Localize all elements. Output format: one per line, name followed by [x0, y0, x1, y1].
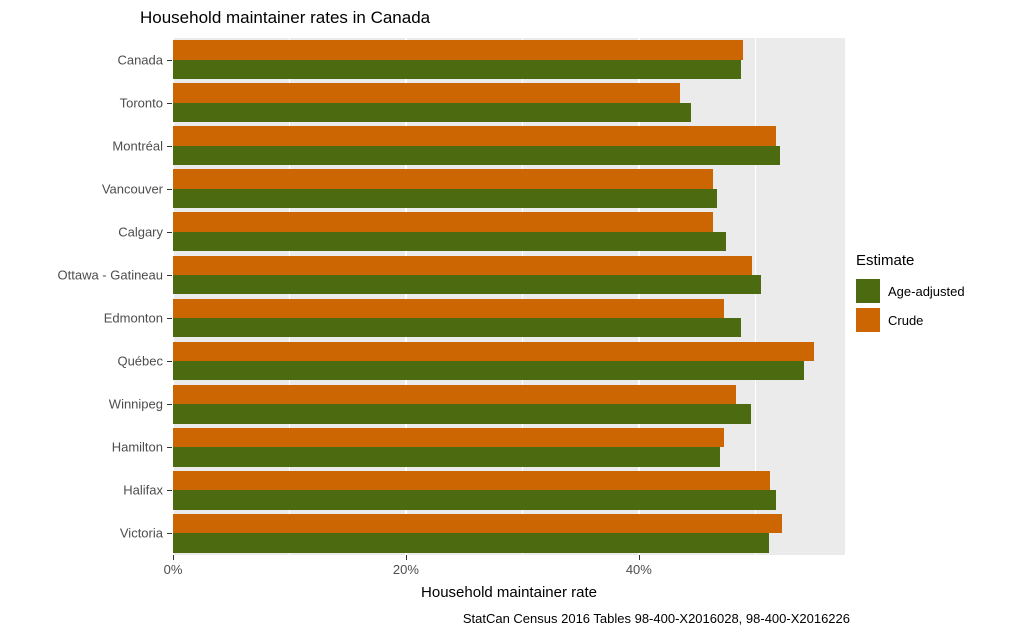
plot-panel: [172, 38, 845, 555]
y-tick-mark: [167, 490, 172, 492]
legend-entry: Crude: [856, 308, 965, 332]
x-tick-mark: [405, 555, 407, 560]
y-axis-label: Canada: [117, 52, 163, 68]
y-tick-mark: [167, 361, 172, 363]
bar-crude: [173, 470, 771, 491]
y-axis-label: Montréal: [112, 138, 163, 154]
bar-age-adjusted: [173, 361, 805, 381]
y-tick-mark: [167, 533, 172, 535]
y-tick-mark: [167, 318, 172, 320]
bar-crude: [173, 384, 736, 405]
x-tick-mark: [173, 555, 174, 560]
y-tick-mark: [167, 188, 172, 190]
y-tick-mark: [167, 404, 172, 406]
bar-age-adjusted: [173, 59, 742, 79]
bar-group: [173, 383, 845, 426]
bar-age-adjusted: [173, 102, 692, 122]
legend-swatch: [856, 279, 880, 303]
caption: StatCan Census 2016 Tables 98-400-X20160…: [462, 611, 850, 626]
x-tick-label: 20%: [392, 562, 419, 577]
bar-group: [173, 167, 845, 210]
gridline-minor: [289, 38, 291, 555]
y-tick-mark: [167, 447, 172, 449]
bar-age-adjusted: [173, 188, 717, 209]
bar-crude: [173, 341, 814, 362]
legend-entries: Age-adjusted Crude: [856, 279, 965, 332]
bar-crude: [173, 83, 680, 103]
chart-title: Household maintainer rates in Canada: [140, 8, 431, 27]
legend-label: Crude: [888, 312, 924, 328]
y-tick-mark: [167, 231, 172, 233]
y-axis-label: Toronto: [119, 95, 163, 111]
legend-entry: Age-adjusted: [856, 279, 965, 303]
legend: Estimate Age-adjusted Crude: [856, 252, 965, 337]
y-axis-label: Ottawa - Gatineau: [57, 267, 164, 283]
bar-age-adjusted: [173, 274, 762, 295]
bar-age-adjusted: [173, 447, 721, 467]
bar-age-adjusted: [173, 231, 727, 252]
legend-label: Age-adjusted: [888, 283, 965, 299]
bar-crude: [173, 212, 714, 232]
gridline-major: [637, 38, 640, 555]
bar-age-adjusted: [173, 490, 777, 510]
y-axis-label: Edmonton: [103, 310, 163, 326]
y-tick-mark: [167, 145, 172, 147]
y-tick-mark: [167, 102, 172, 104]
y-axis-label: Hamilton: [111, 439, 163, 455]
x-tick-label: 40%: [625, 562, 652, 577]
y-axis-label: Calgary: [118, 224, 163, 240]
y-axis-label: Halifax: [123, 482, 163, 498]
x-axis-title: Household maintainer rate: [421, 584, 597, 601]
bar-group: [173, 124, 845, 167]
bar-group: [173, 426, 845, 469]
bar-group: [173, 469, 845, 512]
y-axis-label: Winnipeg: [108, 396, 163, 412]
bar-group: [173, 340, 845, 383]
y-axis-labels: Canada Toronto Montréal Vancouver Calgary Ott…: [0, 38, 164, 555]
legend-swatch: [856, 308, 880, 332]
x-tick-label: 0%: [163, 562, 183, 577]
bar-age-adjusted: [173, 318, 742, 338]
bar-age-adjusted: [173, 145, 780, 166]
bar-crude: [173, 255, 752, 275]
y-tick-mark: [167, 59, 172, 61]
bar-crude: [173, 169, 714, 189]
bar-crude: [173, 40, 743, 60]
legend-title: Estimate: [856, 252, 915, 269]
bar-group: [173, 210, 845, 253]
bar-group: [173, 297, 845, 340]
bar-age-adjusted: [173, 404, 751, 424]
bar-group: [173, 81, 845, 124]
bar-age-adjusted: [173, 533, 770, 553]
bar-crude: [173, 298, 724, 319]
bar-crude: [173, 126, 777, 146]
y-axis-label: Vancouver: [101, 181, 163, 197]
x-tick-mark: [638, 555, 640, 560]
bar-crude: [173, 427, 724, 448]
bar-crude: [173, 514, 783, 534]
gridline-minor: [522, 38, 524, 555]
bar-group: [173, 38, 845, 81]
gridline-minor: [755, 38, 757, 555]
bar-group: [173, 253, 845, 296]
y-tick-mark: [167, 274, 172, 276]
y-axis-label: Québec: [117, 353, 163, 369]
gridline-major: [404, 38, 407, 555]
bar-group: [173, 512, 845, 555]
gridline-major: [172, 38, 174, 555]
y-axis-label: Victoria: [119, 525, 163, 541]
